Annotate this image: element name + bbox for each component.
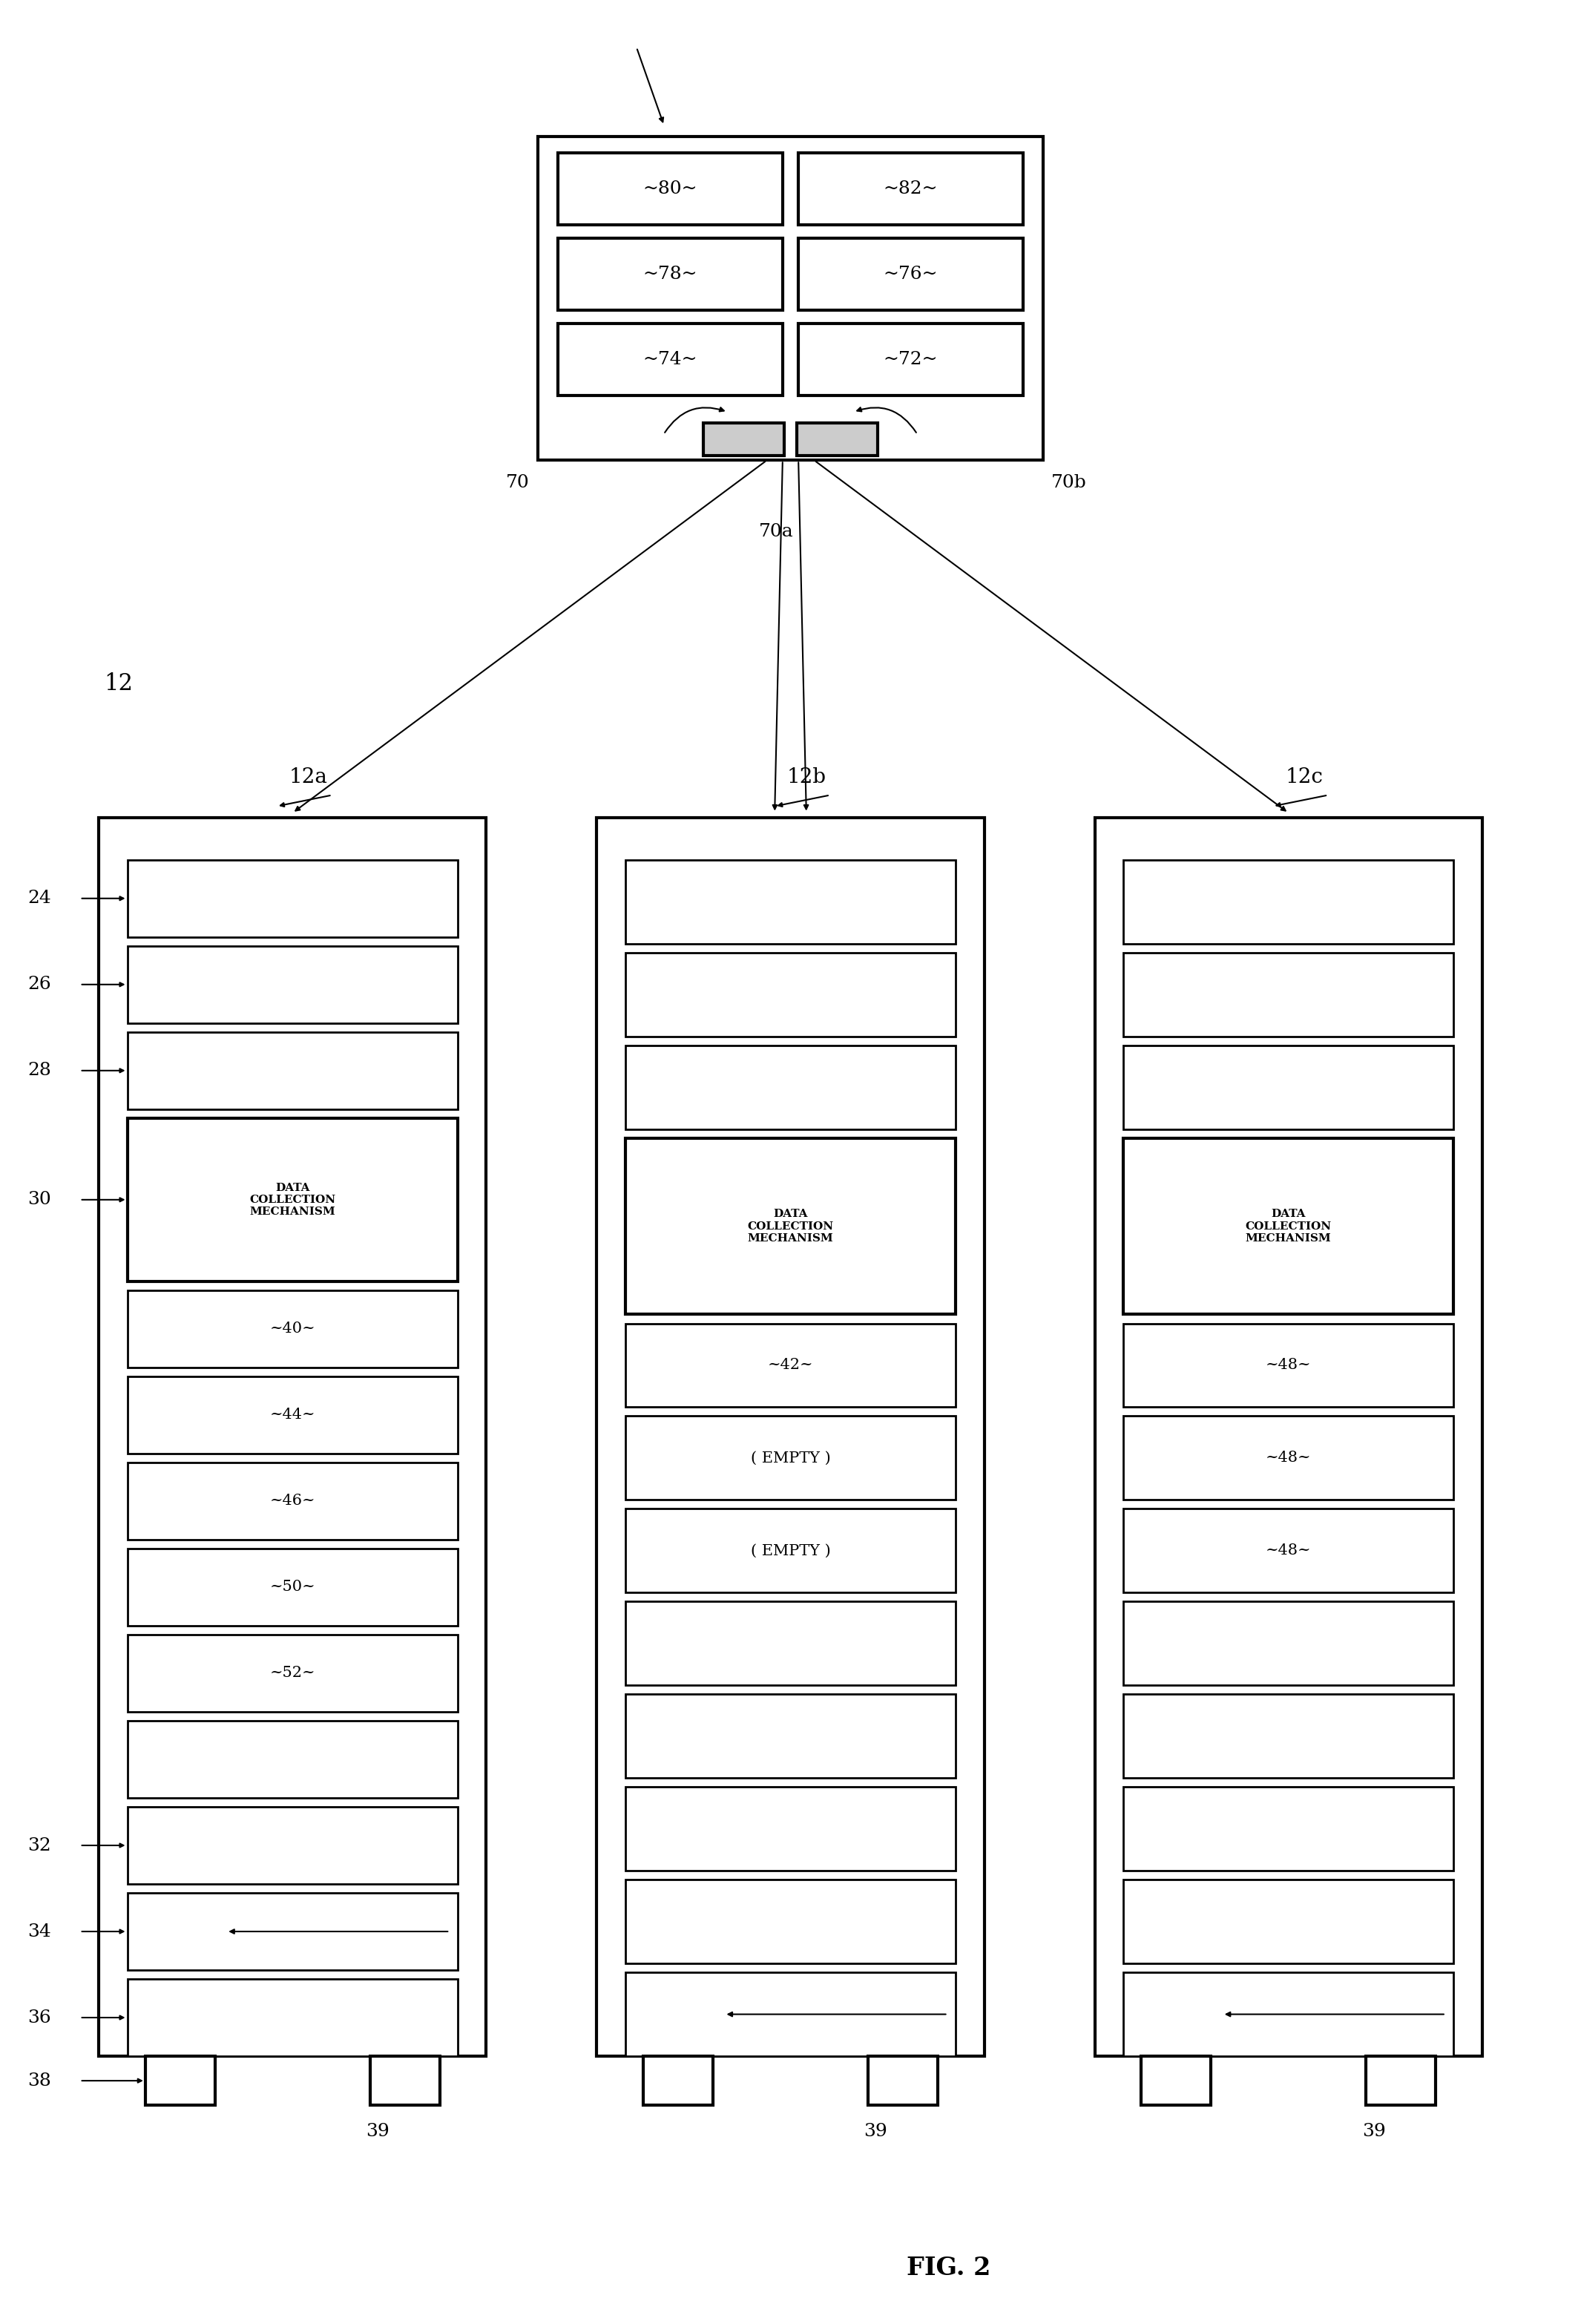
Text: 39: 39 [365,2124,389,2140]
Text: 32: 32 [28,1836,51,1855]
Bar [626,1508,955,1592]
Bar [868,2057,938,2106]
Text: ~50~: ~50~ [270,1580,315,1594]
Bar [798,153,1023,225]
Bar [626,1046,955,1129]
Text: ~48~: ~48~ [1266,1450,1311,1464]
Text: 70b: 70b [1051,474,1086,490]
Text: ~46~: ~46~ [270,1494,315,1508]
Text: ( EMPTY ): ( EMPTY ) [751,1543,830,1557]
Text: 70a: 70a [759,523,794,539]
Text: 34: 34 [28,1922,51,1941]
Bar [798,237,1023,311]
Bar [558,153,783,225]
Text: ~40~: ~40~ [270,1322,315,1336]
Text: ~72~: ~72~ [884,351,938,367]
Bar [626,1787,955,1871]
Text: 28: 28 [28,1062,51,1078]
Bar [626,1139,955,1315]
Bar [126,1118,457,1281]
Bar [558,237,783,311]
Text: 12b: 12b [787,767,825,788]
Bar [1123,1508,1453,1592]
Text: 30: 30 [28,1192,51,1208]
Bar [98,818,487,2057]
Text: 14: 14 [615,0,643,2]
Text: DATA
COLLECTION
MECHANISM: DATA COLLECTION MECHANISM [748,1208,833,1243]
Bar [598,818,983,2057]
Bar [126,860,457,937]
Text: ~48~: ~48~ [1266,1543,1311,1557]
Text: ~76~: ~76~ [884,265,938,284]
Text: 38: 38 [28,2073,51,2089]
Text: ~80~: ~80~ [643,181,697,198]
Bar [1123,1601,1453,1685]
Bar [126,946,457,1023]
Text: ~82~: ~82~ [884,181,938,198]
Bar [370,2057,440,2106]
Bar [1123,1139,1453,1315]
Text: 12a: 12a [289,767,327,788]
Text: ~44~: ~44~ [270,1408,315,1422]
Bar [1123,953,1453,1037]
Text: 39: 39 [1361,2124,1385,2140]
Bar [1141,2057,1211,2106]
Text: ~48~: ~48~ [1266,1357,1311,1373]
Text: ( EMPTY ): ( EMPTY ) [751,1450,830,1464]
Bar [1123,1322,1453,1406]
Bar [538,137,1043,460]
Bar [126,1634,457,1713]
Bar [126,1032,457,1109]
Text: ~78~: ~78~ [643,265,697,284]
Bar [626,1694,955,1778]
Bar [626,953,955,1037]
Bar [704,423,784,456]
Text: 39: 39 [863,2124,887,2140]
Bar [126,1806,457,1885]
Text: DATA
COLLECTION
MECHANISM: DATA COLLECTION MECHANISM [250,1183,335,1218]
Bar [1123,1415,1453,1499]
Bar [558,323,783,395]
Text: 12: 12 [104,672,133,695]
Bar [798,323,1023,395]
Text: ~74~: ~74~ [643,351,697,367]
Bar [626,1880,955,1964]
Text: 26: 26 [28,976,51,992]
Bar [126,1462,457,1538]
Bar [626,860,955,944]
Bar [126,1290,457,1367]
Bar [797,423,877,456]
Bar [626,1415,955,1499]
Text: 70: 70 [506,474,530,490]
Bar [1123,1046,1453,1129]
Bar [626,1973,955,2057]
Bar [126,1980,457,2057]
Bar [126,1894,457,1971]
Bar [1094,818,1481,2057]
Bar [626,1322,955,1406]
Bar [126,1548,457,1627]
Bar [126,1720,457,1799]
Bar [1123,1787,1453,1871]
Bar [626,1601,955,1685]
Text: FIG. 2: FIG. 2 [906,2257,991,2280]
Bar [1123,1694,1453,1778]
Bar [145,2057,215,2106]
Bar [643,2057,713,2106]
Bar [1123,1880,1453,1964]
Text: ~52~: ~52~ [270,1666,315,1680]
Text: 36: 36 [28,2008,51,2027]
Bar [126,1376,457,1452]
Text: DATA
COLLECTION
MECHANISM: DATA COLLECTION MECHANISM [1246,1208,1331,1243]
Bar [1366,2057,1436,2106]
Bar [1123,1973,1453,2057]
Text: ~42~: ~42~ [768,1357,813,1373]
Bar [1123,860,1453,944]
Text: 12c: 12c [1285,767,1323,788]
Text: 24: 24 [28,890,51,906]
